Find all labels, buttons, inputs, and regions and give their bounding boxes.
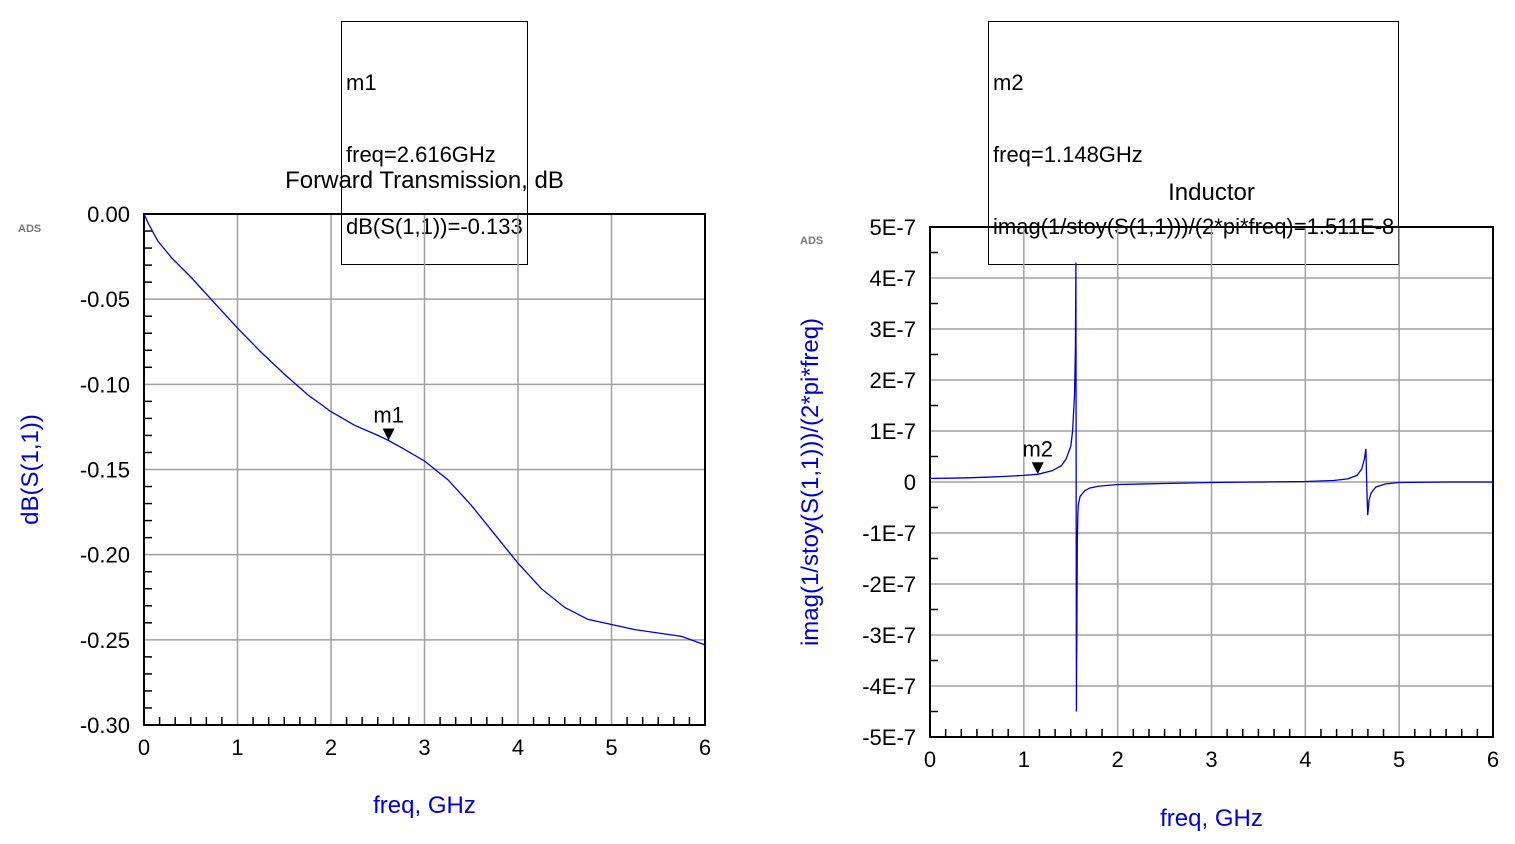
- marker-readout-name: m2: [993, 70, 1024, 95]
- y-tick-label: 5E-7: [870, 215, 916, 240]
- y-tick-label: 3E-7: [870, 317, 916, 342]
- x-tick-label: 1: [1018, 747, 1030, 772]
- marker-readout-value: dB(S(1,1))=-0.133: [346, 214, 523, 239]
- ads-badge: ADS: [800, 235, 823, 247]
- y-tick-label: -0.05: [80, 287, 130, 312]
- y-tick-label: 1E-7: [870, 419, 916, 444]
- x-tick-label: 0: [924, 747, 936, 772]
- series-line: [143, 213, 706, 646]
- x-tick-label: 3: [1205, 747, 1217, 772]
- x-tick-label: 3: [418, 735, 430, 760]
- chart-1: Forward Transmission, dB ADS 0 1 2 3 4 5 6 0.00 -0…: [17, 167, 711, 819]
- x-axis-label: freq, GHz: [373, 792, 476, 819]
- y-tick-label: 2E-7: [870, 368, 916, 393]
- marker-readout-freq: freq=1.148GHz: [993, 142, 1143, 167]
- y-tick-label: 0: [904, 470, 916, 495]
- y-tick-label: -3E-7: [862, 623, 916, 648]
- ads-badge: ADS: [18, 223, 41, 235]
- marker-readout-freq: freq=2.616GHz: [346, 142, 496, 167]
- x-tick-label: 4: [512, 735, 524, 760]
- plot-frame: [143, 213, 706, 726]
- chart-title: Forward Transmission, dB: [285, 167, 564, 194]
- y-tick-label: -1E-7: [862, 521, 916, 546]
- x-tick-label: 5: [605, 735, 617, 760]
- x-tick-label: 1: [231, 735, 243, 760]
- x-tick-label: 6: [699, 735, 711, 760]
- y-tick-label: -5E-7: [862, 725, 916, 750]
- y-tick-label: 0.00: [87, 202, 130, 227]
- y-tick-label: -0.15: [80, 458, 130, 483]
- marker-triangle: [382, 428, 395, 441]
- marker-label: m1: [373, 403, 404, 428]
- marker-label: m2: [1022, 436, 1053, 461]
- y-tick-label: -0.25: [80, 628, 130, 653]
- x-tick-label: 6: [1487, 747, 1499, 772]
- x-tick-label: 4: [1299, 747, 1311, 772]
- marker-readout-name: m1: [346, 70, 377, 95]
- x-tick-label: 2: [325, 735, 337, 760]
- x-tick-label: 0: [138, 735, 150, 760]
- chart-title: Inductor: [1168, 179, 1255, 206]
- marker-triangle: [1031, 462, 1044, 475]
- x-axis-label: freq, GHz: [1160, 805, 1263, 832]
- y-tick-label: -0.30: [80, 713, 130, 738]
- series-line: [929, 262, 1493, 712]
- marker-readout-m1: m1 freq=2.616GHz dB(S(1,1))=-0.133: [341, 21, 528, 265]
- y-tick-label: -0.10: [80, 372, 130, 397]
- y-tick-label: 4E-7: [870, 266, 916, 291]
- y-axis-label: dB(S(1,1)): [17, 414, 44, 525]
- x-tick-label: 2: [1112, 747, 1124, 772]
- y-tick-label: -4E-7: [862, 674, 916, 699]
- y-tick-label: -0.20: [80, 543, 130, 568]
- x-tick-label: 5: [1393, 747, 1405, 772]
- y-tick-label: -2E-7: [862, 572, 916, 597]
- y-axis-label: imag(1/stoy(S(1,1)))/(2*pi*freq): [797, 318, 824, 646]
